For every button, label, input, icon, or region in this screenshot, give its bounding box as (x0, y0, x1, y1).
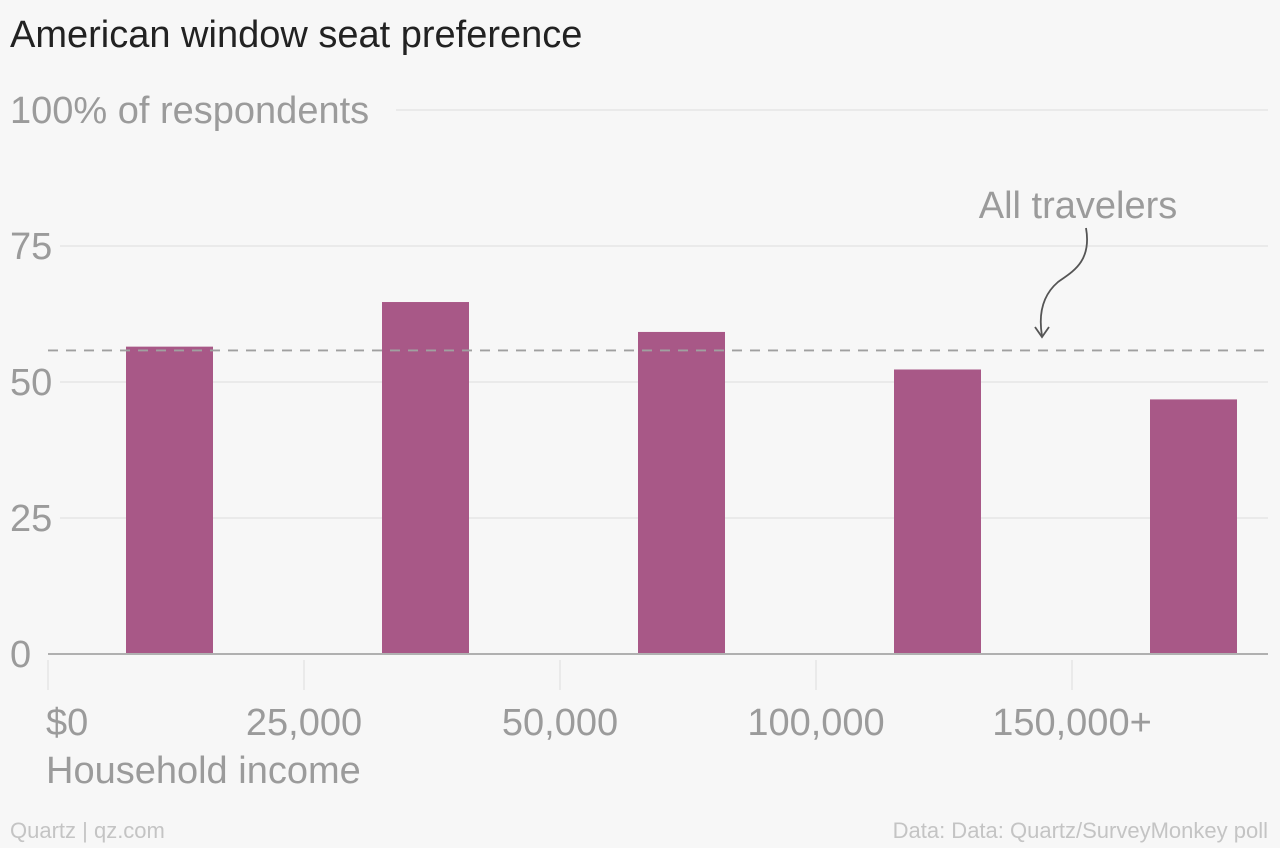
annotation-arrow (1039, 227, 1088, 337)
all-travelers-label: All travelers (979, 185, 1178, 227)
y-tick-label: 50 (10, 362, 52, 404)
bar (126, 346, 213, 654)
x-tick-label: 150,000+ (992, 702, 1152, 744)
bars (126, 302, 1237, 654)
bar (638, 331, 725, 654)
axes (47, 653, 1268, 690)
bar (894, 369, 981, 654)
x-tick-label: 50,000 (502, 702, 618, 744)
bar (382, 302, 469, 654)
bar (1150, 399, 1237, 654)
y-tick-label: 75 (10, 226, 52, 268)
arrowhead-icon (1034, 326, 1050, 339)
footer-source: Data: Data: Quartz/SurveyMonkey poll (892, 818, 1268, 843)
footer-credit: Quartz | qz.com (10, 818, 165, 843)
axis-labels: 0 25 50 75 100% of respondents $0 25,000 50,000… (10, 90, 1152, 792)
chart-title: American window seat preference (10, 14, 583, 56)
x-tick-label: 25,000 (246, 702, 362, 744)
x-tick-label: $0 (46, 702, 88, 744)
y-tick-label: 25 (10, 498, 52, 540)
x-axis-title: Household income (46, 750, 361, 792)
y-tick-label: 100% of respondents (10, 90, 369, 132)
reference-line-group: All travelers (48, 185, 1268, 352)
x-tick-label: 100,000 (747, 702, 884, 744)
y-tick-label: 0 (10, 634, 31, 676)
